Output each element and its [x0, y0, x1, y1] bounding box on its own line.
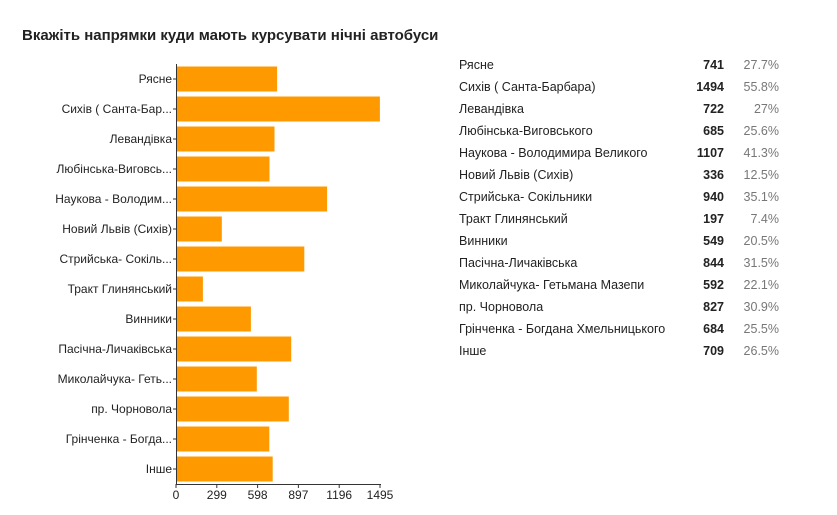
stats-percent: 27.7% [743, 58, 779, 72]
stats-count: 827 [703, 300, 724, 314]
stats-row: Грінченка - Богдана Хмельницького 684 25.5… [459, 318, 779, 340]
bar [176, 66, 278, 92]
category-label: Винники [125, 312, 172, 326]
stats-count: 1494 [696, 80, 724, 94]
category-label: Пасічна-Личаківська [58, 342, 172, 356]
stats-count: 940 [703, 190, 724, 204]
category-label: Наукова - Володим... [55, 192, 172, 206]
stats-label: Пасічна-Личаківська [459, 256, 578, 270]
stats-count: 592 [703, 278, 724, 292]
stats-row: Рясне 741 27.7% [459, 54, 779, 76]
stats-percent: 25.5% [743, 322, 779, 336]
stats-label: Любінська-Виговського [459, 124, 593, 138]
category-label: Стрийська- Сокіль... [59, 252, 172, 266]
x-tick-label: 0 [173, 488, 180, 502]
stats-label: Тракт Глинянський [459, 212, 568, 226]
stats-label: Інше [459, 344, 487, 358]
category-label: Сихів ( Санта-Бар... [62, 102, 172, 116]
category-label: Інше [146, 462, 173, 476]
category-label: Тракт Глинянський [68, 282, 172, 296]
bar [176, 126, 275, 152]
stats-percent: 12.5% [743, 168, 779, 182]
category-label: Рясне [139, 72, 173, 86]
bar [176, 96, 380, 122]
stats-row: пр. Чорновола 827 30.9% [459, 296, 779, 318]
bar [176, 456, 273, 482]
x-tick-label: 1495 [367, 488, 394, 502]
bar [176, 186, 328, 212]
stats-row: Левандівка 722 27% [459, 98, 779, 120]
bar [176, 306, 251, 332]
stats-percent: 20.5% [743, 234, 779, 248]
stats-label: Новий Львів (Сихів) [459, 168, 574, 182]
stats-percent: 31.5% [743, 256, 779, 270]
stats-percent: 7.4% [750, 212, 780, 226]
stats-count: 722 [703, 102, 724, 116]
bar [176, 426, 270, 452]
bar [176, 216, 222, 242]
category-label: Новий Львів (Сихів) [62, 222, 172, 236]
stats-label: Винники [459, 234, 508, 248]
stats-label: Левандівка [459, 102, 524, 116]
x-tick-label: 897 [288, 488, 308, 502]
stats-label: пр. Чорновола [459, 300, 544, 314]
stats-row: Пасічна-Личаківська 844 31.5% [459, 252, 779, 274]
stats-count: 685 [703, 124, 724, 138]
stats-label: Рясне [459, 58, 494, 72]
stats-percent: 55.8% [743, 80, 779, 94]
stats-row: Інше 709 26.5% [459, 340, 779, 362]
stats-label: Стрийська- Сокільники [459, 190, 593, 204]
stats-percent: 22.1% [743, 278, 779, 292]
stats-count: 1107 [696, 146, 724, 160]
category-label: Миколайчука- Геть... [58, 372, 172, 386]
category-label: Грінченка - Богда... [66, 432, 172, 446]
stats-row: Миколайчука- Гетьмана Мазепи 592 22.1% [459, 274, 779, 296]
response-stats-table: Рясне 741 27.7% Сихів ( Санта-Барбара) 1494 5… [459, 54, 779, 362]
stats-percent: 30.9% [743, 300, 779, 314]
stats-count: 197 [703, 212, 724, 226]
category-label: пр. Чорновола [91, 402, 172, 416]
stats-row: Любінська-Виговського 685 25.6% [459, 120, 779, 142]
stats-percent: 26.5% [743, 344, 779, 358]
chart-title: Вкажіть напрямки куди мають курсувати ні… [22, 27, 439, 44]
x-tick-label: 598 [248, 488, 268, 502]
stats-count: 336 [703, 168, 724, 182]
stats-percent: 25.6% [743, 124, 779, 138]
stats-count: 709 [703, 344, 724, 358]
bar [176, 156, 270, 182]
stats-row: Наукова - Володимира Великого 1107 41.3% [459, 142, 779, 164]
stats-count: 549 [703, 234, 724, 248]
bar [176, 276, 203, 302]
x-tick-label: 299 [207, 488, 227, 502]
category-label: Левандівка [110, 132, 173, 146]
stats-label: Сихів ( Санта-Барбара) [459, 80, 596, 94]
stats-row: Тракт Глинянський 197 7.4% [459, 208, 779, 230]
stats-row: Новий Львів (Сихів) 336 12.5% [459, 164, 779, 186]
category-label: Любінська-Виговсь... [57, 162, 172, 176]
bar [176, 246, 305, 272]
bar [176, 336, 292, 362]
stats-row: Сихів ( Санта-Барбара) 1494 55.8% [459, 76, 779, 98]
stats-count: 844 [703, 256, 724, 270]
x-tick-label: 1196 [326, 488, 352, 502]
stats-label: Грінченка - Богдана Хмельницького [459, 322, 666, 336]
stats-count: 741 [703, 58, 724, 72]
bar [176, 366, 257, 392]
stats-row: Стрийська- Сокільники 940 35.1% [459, 186, 779, 208]
stats-count: 684 [703, 322, 724, 336]
stats-percent: 35.1% [743, 190, 779, 204]
bar [176, 396, 289, 422]
stats-label: Миколайчука- Гетьмана Мазепи [459, 278, 645, 292]
stats-percent: 41.3% [743, 146, 779, 160]
stats-row: Винники 549 20.5% [459, 230, 779, 252]
stats-label: Наукова - Володимира Великого [459, 146, 648, 160]
stats-percent: 27% [753, 102, 779, 116]
